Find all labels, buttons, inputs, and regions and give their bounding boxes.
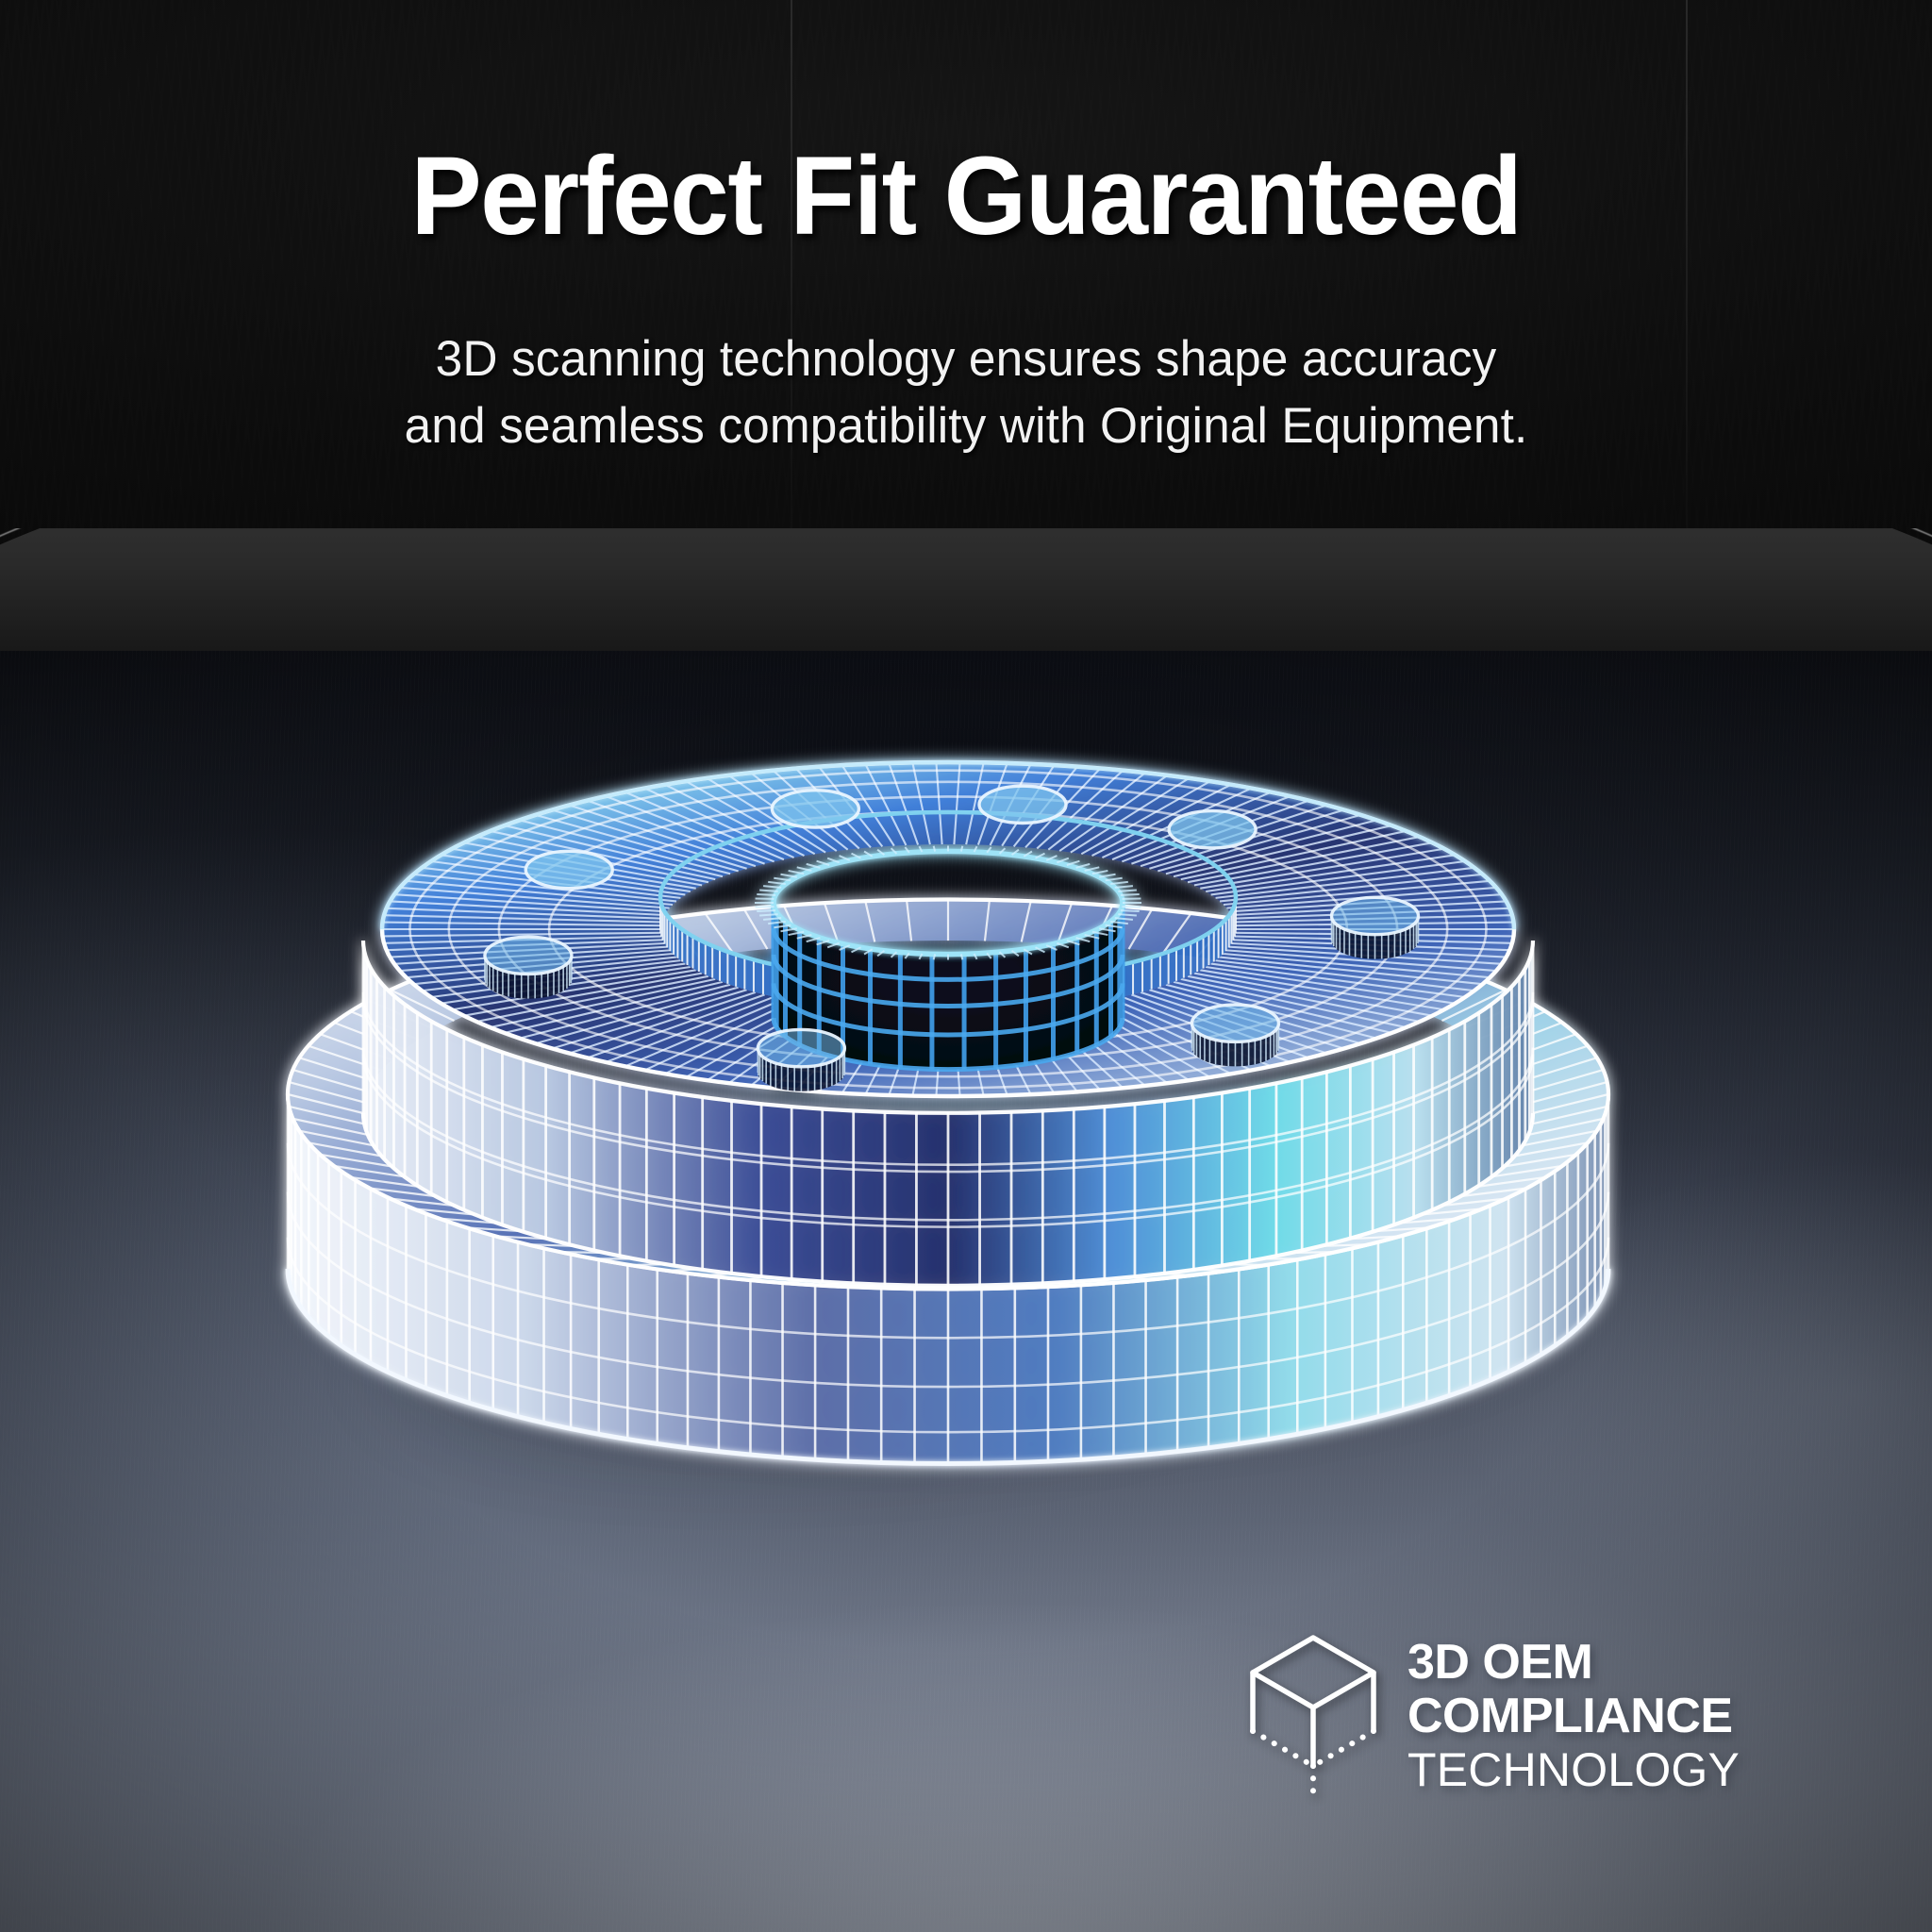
logo-line-3: TECHNOLOGY [1407,1742,1740,1796]
subtitle-line-1: 3D scanning technology ensures shape acc… [435,331,1497,387]
brand-logo: 3D OEM COMPLIANCE TECHNOLOGY [1247,1632,1740,1798]
subtitle-line-2: and seamless compatibility with Original… [404,398,1528,455]
logo-line-2: COMPLIANCE [1407,1688,1733,1743]
drum-ambient-glow [406,924,1519,1321]
page-headline: Perfect Fit Guaranteed [410,134,1523,258]
3d-cube-wireframe-icon [1250,1635,1376,1795]
logo-wordmark: 3D OEM COMPLIANCE TECHNOLOGY [1407,1638,1740,1793]
page-subtitle: 3D scanning technology ensures shape acc… [29,325,1904,459]
logo-line-1: 3D OEM [1407,1634,1593,1690]
